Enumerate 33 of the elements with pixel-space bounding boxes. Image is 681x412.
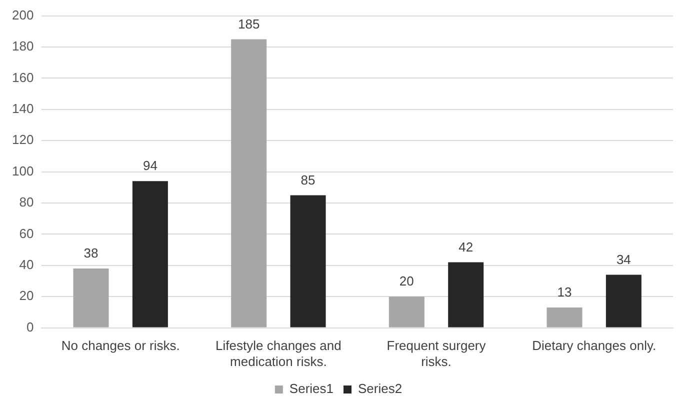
bar bbox=[231, 39, 267, 328]
data-label: 34 bbox=[616, 252, 631, 267]
legend-label: Series2 bbox=[358, 381, 402, 396]
x-tick-label: Dietary changes only. bbox=[532, 338, 656, 354]
bar bbox=[606, 274, 642, 328]
legend-label: Series1 bbox=[289, 381, 334, 396]
data-label: 185 bbox=[238, 16, 260, 32]
bar bbox=[132, 181, 168, 328]
bar bbox=[388, 296, 424, 328]
y-tick-label: 180 bbox=[12, 38, 34, 54]
data-label: 42 bbox=[458, 239, 474, 254]
data-label: 13 bbox=[557, 284, 572, 300]
data-label: 85 bbox=[300, 172, 316, 188]
bar bbox=[448, 262, 484, 328]
y-tick-label: 60 bbox=[19, 226, 34, 241]
y-tick-label: 140 bbox=[12, 100, 34, 116]
y-tick-label: 100 bbox=[12, 163, 34, 178]
x-tick-label: No changes or risks. bbox=[61, 338, 180, 354]
y-tick-label: 20 bbox=[19, 288, 34, 304]
y-tick-label: 120 bbox=[12, 132, 34, 148]
data-label: 20 bbox=[399, 274, 414, 289]
y-tick-label: 200 bbox=[12, 7, 34, 22]
y-tick-label: 80 bbox=[19, 194, 34, 210]
bar bbox=[73, 268, 109, 328]
x-tick-label: Frequent surgery risks. bbox=[386, 338, 486, 369]
bar bbox=[290, 195, 326, 328]
data-label: 38 bbox=[84, 246, 98, 261]
y-tick-label: 0 bbox=[26, 319, 34, 334]
bar bbox=[546, 308, 582, 328]
x-tick-label: Lifestyle changes and medication risks. bbox=[216, 338, 342, 369]
data-label: 94 bbox=[142, 158, 158, 174]
y-tick-label: 40 bbox=[19, 256, 34, 272]
y-tick-label: 160 bbox=[12, 70, 34, 85]
